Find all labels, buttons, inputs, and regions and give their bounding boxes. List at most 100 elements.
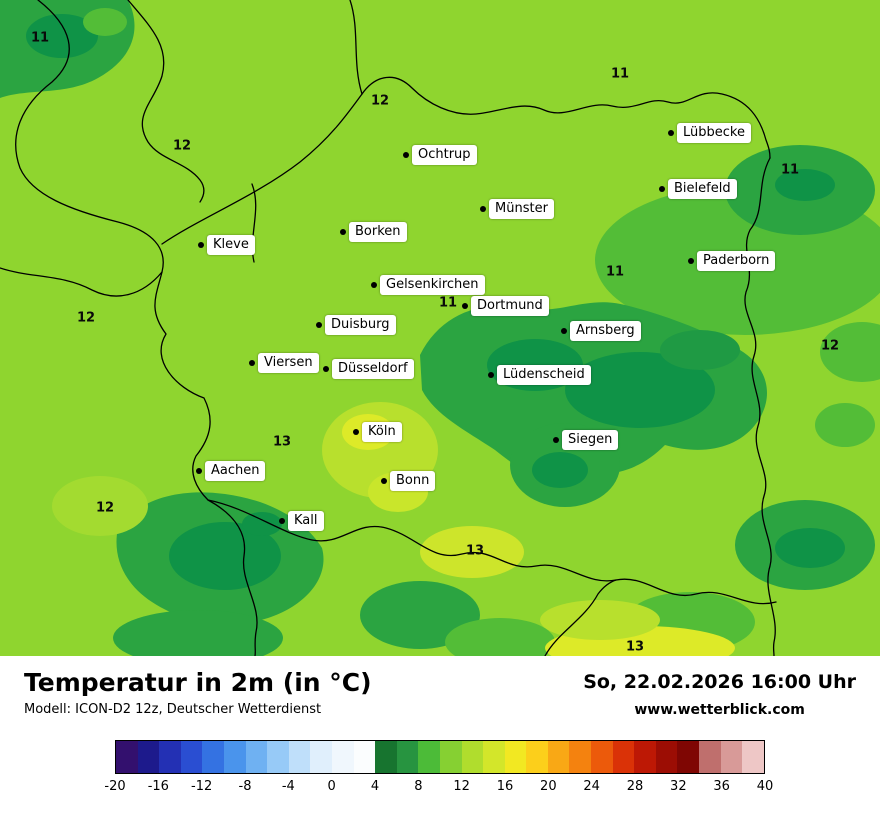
colorbar-cell (526, 741, 548, 773)
city-dot-icon (353, 429, 359, 435)
temperature-colorbar (115, 740, 765, 774)
city-label: Gelsenkirchen (380, 275, 485, 295)
footer: Temperatur in 2m (in °C) Modell: ICON-D2… (0, 656, 880, 830)
colorbar-cell (159, 741, 181, 773)
temp-value-label: 13 (465, 543, 485, 559)
colorbar-cell (720, 741, 743, 773)
colorbar-cell (699, 741, 721, 773)
city-marker-gelsenkirchen: Gelsenkirchen (371, 275, 485, 295)
city-dot-icon (279, 518, 285, 524)
temp-value-label: 11 (610, 66, 630, 82)
colorbar-tick: 12 (453, 779, 470, 794)
colorbar-cell (418, 741, 440, 773)
city-dot-icon (561, 328, 567, 334)
colorbar-cell (202, 741, 224, 773)
city-marker-borken: Borken (340, 222, 407, 242)
colorbar-wrap: -20 -16 -12 -8 -4 0 4 8 12 16 20 24 28 32 36 40 (104, 740, 773, 797)
city-marker-aachen: Aachen (196, 461, 266, 481)
city-label: Bielefeld (668, 179, 737, 199)
city-marker-bielefeld: Bielefeld (659, 179, 737, 199)
temp-value-label: 12 (76, 310, 96, 326)
colorbar-tick: -12 (191, 779, 213, 794)
city-marker-munster: Münster (480, 199, 554, 219)
city-marker-dortmund: Dortmund (462, 296, 549, 316)
colorbar-cell (116, 741, 138, 773)
map-graphic (0, 0, 880, 656)
temp-value-label: 13 (272, 434, 292, 450)
city-marker-dusseldorf: Düsseldorf (323, 359, 414, 379)
city-label: Borken (349, 222, 407, 242)
colorbar-tick: 0 (327, 779, 336, 794)
city-label: Münster (489, 199, 554, 219)
temp-value-label: 11 (605, 264, 625, 280)
colorbar-tick: 20 (540, 779, 557, 794)
colorbar-tick: -8 (238, 779, 252, 794)
colorbar-tick: 28 (626, 779, 644, 794)
city-marker-bonn: Bonn (381, 471, 436, 491)
colorbar-cell (137, 741, 160, 773)
colorbar-cell (677, 741, 700, 773)
city-marker-duisburg: Duisburg (316, 315, 396, 335)
city-label: Duisburg (325, 315, 396, 335)
city-dot-icon (553, 437, 559, 443)
temperature-map: 11 11 12 12 11 11 11 12 12 13 12 13 13 Lübbecke Ochtr… (0, 0, 880, 656)
colorbar-cell (547, 741, 570, 773)
city-marker-viersen: Viersen (249, 353, 319, 373)
temp-value-label: 13 (625, 639, 645, 655)
city-label: Lübbecke (677, 123, 751, 143)
colorbar-cell (180, 741, 203, 773)
city-dot-icon (316, 322, 322, 328)
city-marker-arnsberg: Arnsberg (561, 321, 641, 341)
colorbar-cell (483, 741, 505, 773)
footer-header: Temperatur in 2m (in °C) Modell: ICON-D2… (24, 668, 856, 718)
city-dot-icon (403, 152, 409, 158)
datetime-label: So, 22.02.2026 16:00 Uhr (583, 671, 856, 693)
colorbar-cell (267, 741, 289, 773)
city-marker-ludenscheid: Lüdenscheid (488, 365, 591, 385)
city-marker-koln: Köln (353, 422, 402, 442)
colorbar-cell (655, 741, 678, 773)
colorbar-tick: 32 (670, 779, 687, 794)
city-marker-kall: Kall (279, 511, 324, 531)
colorbar-cell (245, 741, 268, 773)
temp-value-label: 11 (30, 30, 50, 46)
footer-left: Temperatur in 2m (in °C) Modell: ICON-D2… (24, 668, 372, 717)
colorbar-tick: 36 (713, 779, 730, 794)
city-dot-icon (668, 130, 674, 136)
colorbar-tick-labels: -20 -16 -12 -8 -4 0 4 8 12 16 20 24 28 32 36 40 (104, 779, 773, 797)
city-marker-paderborn: Paderborn (688, 251, 776, 271)
model-info: Modell: ICON-D2 12z, Deutscher Wetterdie… (24, 702, 322, 717)
colorbar-cell (310, 741, 332, 773)
colorbar-tick: 8 (414, 779, 423, 794)
city-dot-icon (381, 478, 387, 484)
colorbar-tick: -16 (147, 779, 169, 794)
colorbar-tick: 40 (756, 779, 774, 794)
colorbar-tick: 16 (496, 779, 514, 794)
city-marker-lubbecke: Lübbecke (668, 123, 751, 143)
colorbar-cell (396, 741, 419, 773)
temp-value-label: 12 (820, 338, 840, 354)
city-label: Lüdenscheid (497, 365, 591, 385)
city-label: Paderborn (697, 251, 776, 271)
city-label: Ochtrup (412, 145, 477, 165)
colorbar-cell (569, 741, 592, 773)
colorbar-cell (461, 741, 484, 773)
temp-value-label: 12 (172, 138, 192, 154)
colorbar-cell (634, 741, 656, 773)
footer-right: So, 22.02.2026 16:00 Uhr www.wetterblick… (583, 668, 856, 718)
temp-value-label: 11 (438, 295, 458, 311)
city-dot-icon (659, 186, 665, 192)
city-label: Köln (362, 422, 402, 442)
city-label: Dortmund (471, 296, 549, 316)
colorbar-cell (331, 741, 354, 773)
city-label: Bonn (390, 471, 436, 491)
colorbar-cell (439, 741, 462, 773)
city-dot-icon (371, 282, 377, 288)
city-dot-icon (488, 372, 494, 378)
colorbar-tick: -4 (281, 779, 295, 794)
city-label: Düsseldorf (332, 359, 414, 379)
city-label: Kleve (207, 235, 255, 255)
city-label: Viersen (258, 353, 319, 373)
city-label: Siegen (562, 430, 619, 450)
